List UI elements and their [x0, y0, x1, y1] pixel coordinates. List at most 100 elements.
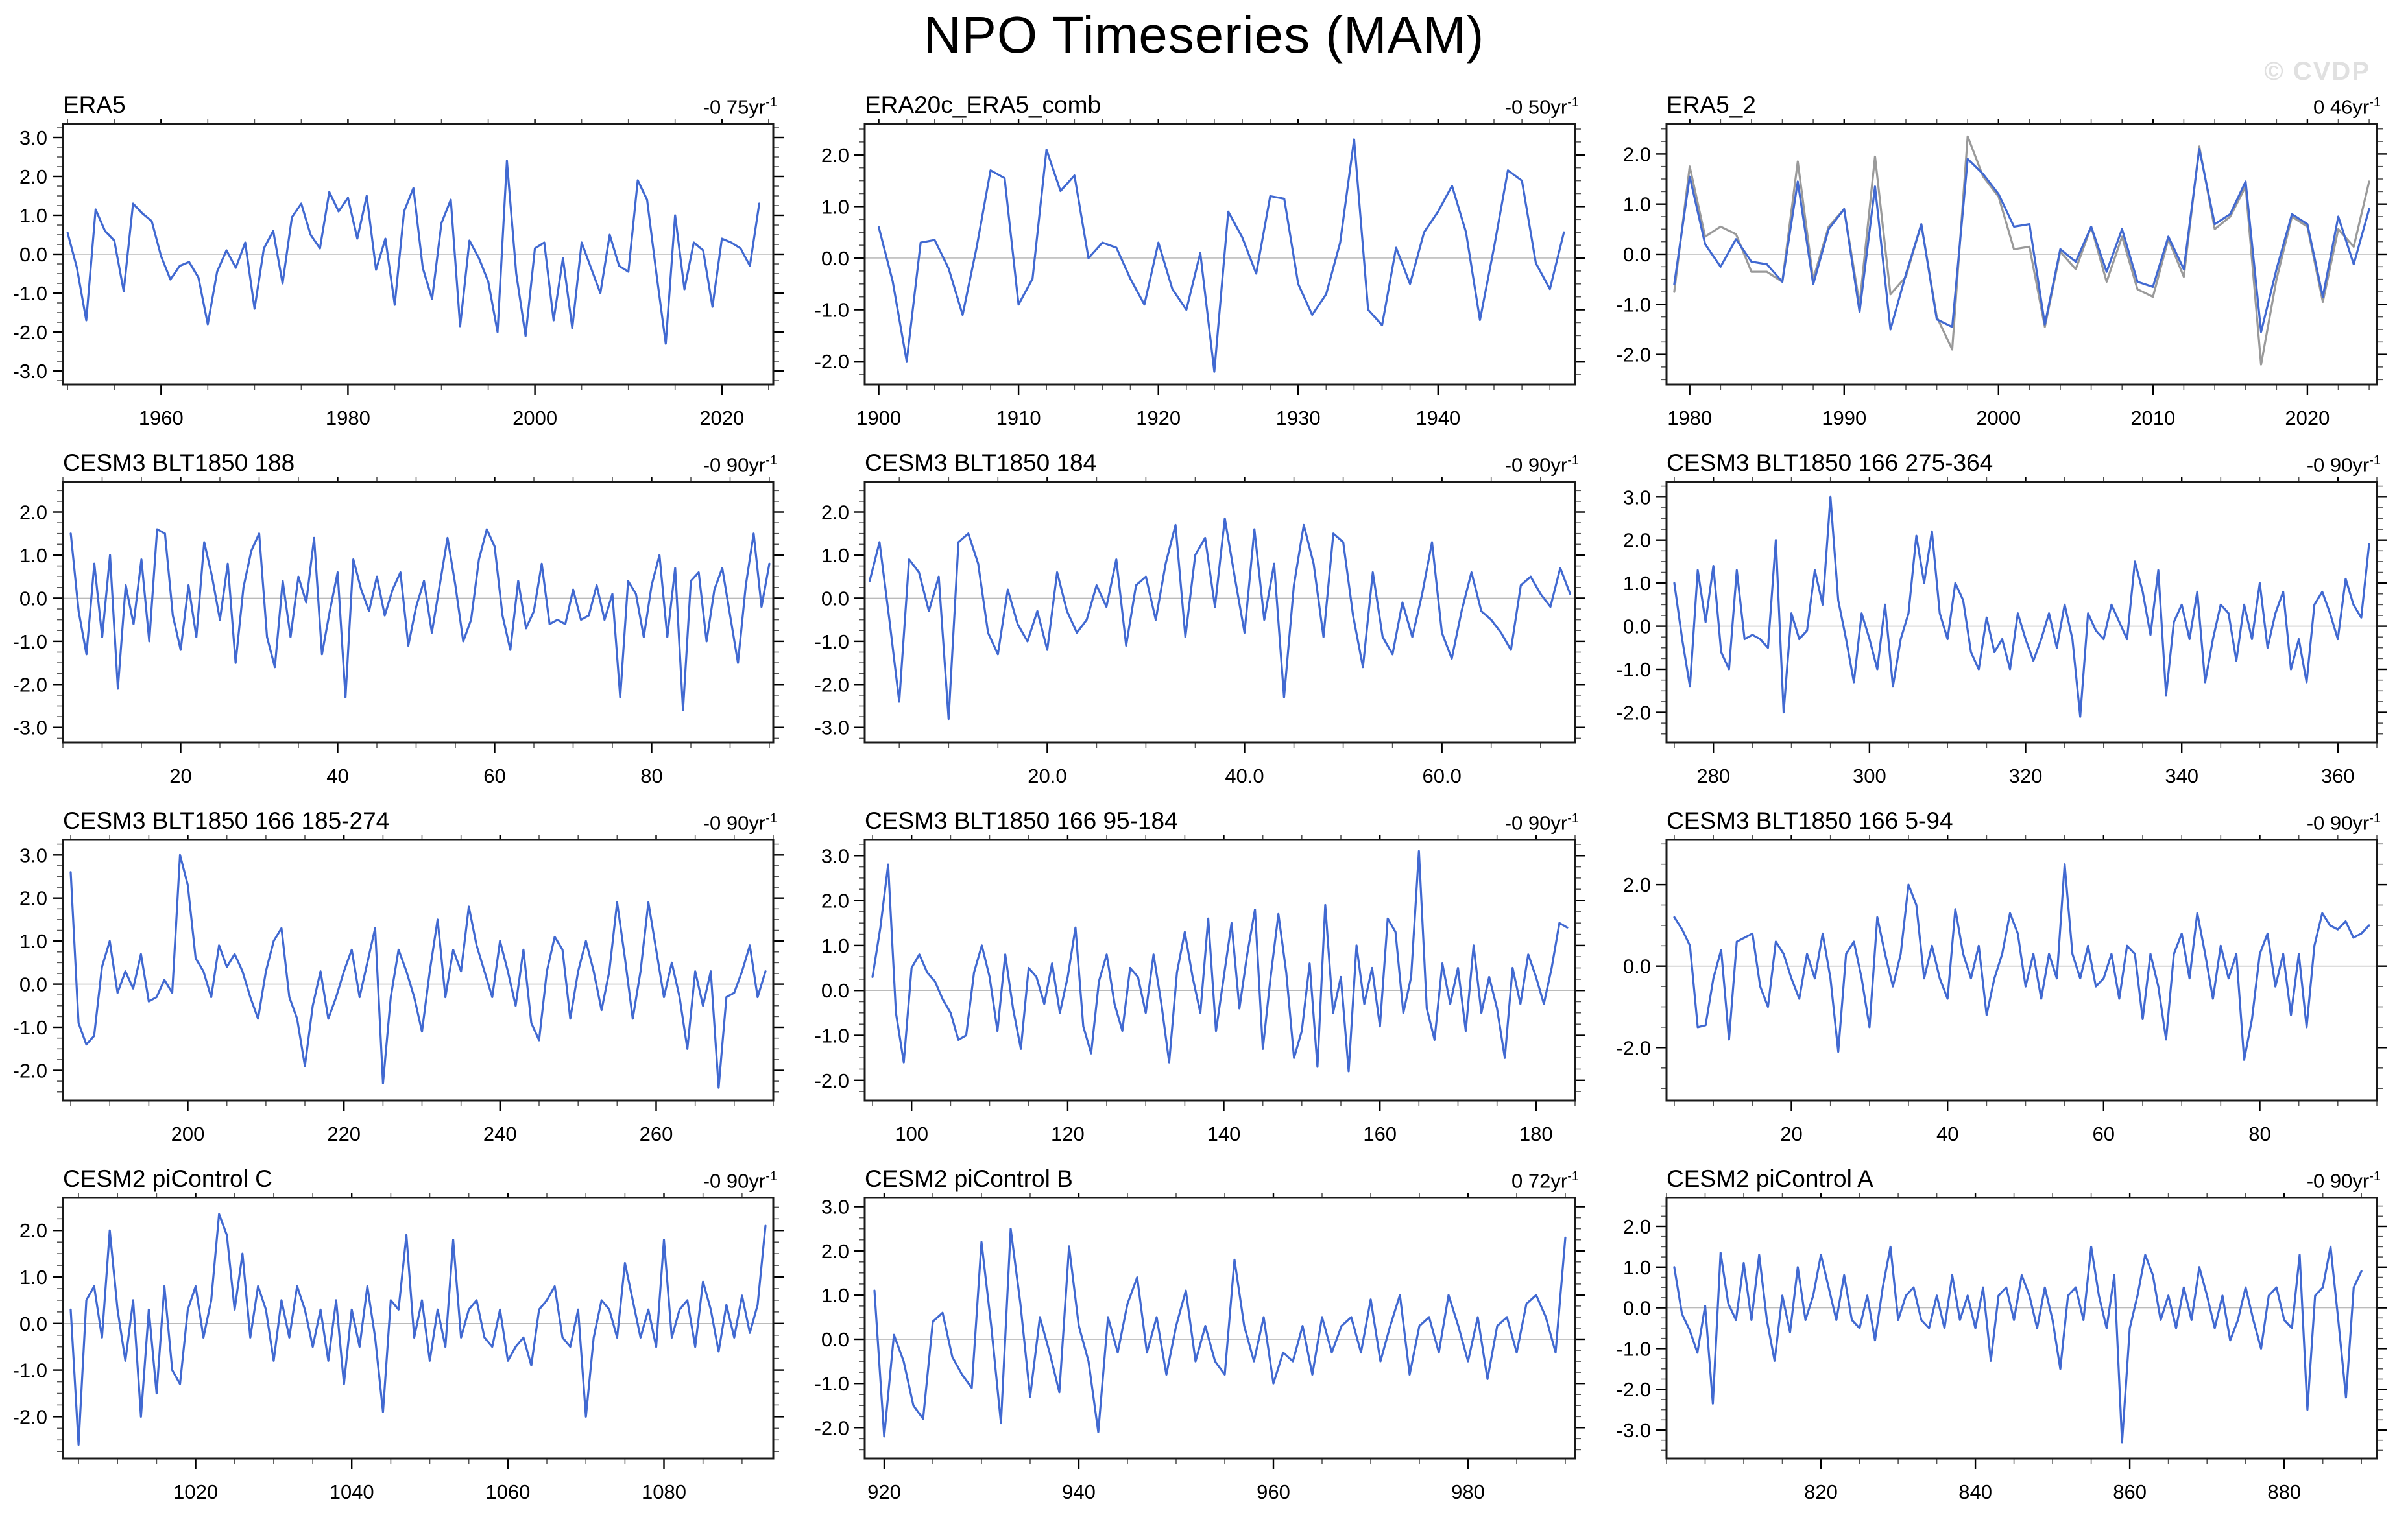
x-tick-label: 40.0: [1225, 765, 1264, 787]
y-tick-label: -1.0: [815, 1025, 849, 1047]
trend-label: -0 90yr-1: [703, 453, 777, 476]
panel-cesm3-blt1850-166-95-184: CESM3 BLT1850 166 95-184 -0 90yr-1 100 12…: [803, 807, 1605, 1167]
x-tick-label: 20: [1780, 1123, 1802, 1145]
x-tick-label: 960: [1257, 1481, 1290, 1503]
y-tick-label: 2.0: [821, 501, 849, 524]
panel-title: CESM3 BLT1850 184: [865, 449, 1097, 476]
y-tick-label: -3.0: [13, 360, 47, 383]
panel-cesm3-blt1850-188: CESM3 BLT1850 188 -0 90yr-1 20 40 60 80 2.0 1…: [1, 449, 803, 809]
panel-header: CESM3 BLT1850 166 275-364 -0 90yr-1: [1667, 449, 2381, 477]
timeseries-plot: 20 40 60 80 2.0 0.0 -2.0: [1617, 835, 2387, 1145]
y-tick-label: -2.0: [1617, 1378, 1651, 1401]
timeseries-plot: 1900 1910 1920 1930 1940 2.0 1.0 0.0 -1.0 -2.0: [815, 119, 1585, 429]
panel-header: ERA5_2 0 46yr-1: [1667, 91, 2381, 119]
timeseries-plot: 1960 1980 2000 2020 3.0 2.0 1.0 0.0 -1.0 -2.0 -3.0: [13, 119, 784, 429]
panel-era5: ERA5 -0 75yr-1 1960 1980 2000 2020 3.0 2.0 1.0…: [1, 91, 803, 451]
timeseries-line-reference: [1673, 135, 2370, 366]
panel-cesm3-blt1850-166-5-94: CESM3 BLT1850 166 5-94 -0 90yr-1 20 40 60 8…: [1605, 807, 2407, 1167]
x-tick-label: 360: [2321, 765, 2355, 787]
trend-label: -0 90yr-1: [703, 811, 777, 834]
x-tick-label: 40: [326, 765, 348, 787]
x-axis: 920 940 960 980: [867, 1193, 1566, 1503]
x-tick-label: 880: [2267, 1481, 2301, 1503]
y-tick-label: 1.0: [19, 544, 47, 567]
y-tick-label: -2.0: [13, 321, 47, 344]
x-tick-label: 1940: [1415, 407, 1460, 429]
x-tick-label: 260: [640, 1123, 673, 1145]
y-tick-label: -2.0: [13, 1405, 47, 1428]
y-tick-label: 2.0: [1623, 1215, 1651, 1238]
panel-title: ERA5: [63, 91, 126, 118]
x-tick-label: 320: [2009, 765, 2043, 787]
y-tick-label: 2.0: [1623, 143, 1651, 165]
x-tick-label: 220: [327, 1123, 361, 1145]
timeseries-plot: 1980 1990 2000 2010 2020 2.0 1.0 0.0 -1.0 -2.0: [1617, 119, 2387, 429]
x-tick-label: 80: [2248, 1123, 2270, 1145]
y-tick-label: 2.0: [1623, 874, 1651, 896]
plot-border: [62, 481, 775, 744]
trend-label: -0 90yr-1: [2306, 453, 2381, 476]
trend-label: -0 90yr-1: [2306, 811, 2381, 834]
x-tick-label: 1980: [1667, 407, 1712, 429]
x-tick-label: 2010: [2130, 407, 2175, 429]
y-tick-label: 3.0: [19, 844, 47, 866]
x-axis: 1980 1990 2000 2010 2020: [1667, 119, 2370, 429]
x-tick-label: 100: [895, 1123, 928, 1145]
timeseries-line-cesm3-blt1850-166-185-274: [69, 853, 767, 1089]
x-tick-label: 1080: [642, 1481, 686, 1503]
x-tick-label: 300: [1853, 765, 1886, 787]
panel-era20c-era5-comb: ERA20c_ERA5_comb -0 50yr-1 1900 1910 1920 1…: [803, 91, 1605, 451]
y-tick-label: 0.0: [821, 979, 849, 1002]
y-tick-label: 0.0: [821, 1328, 849, 1351]
timeseries-line-cesm3-blt1850-184: [868, 517, 1572, 721]
plot-border: [62, 123, 775, 386]
x-tick-label: 240: [483, 1123, 517, 1145]
y-tick-label: 1.0: [1623, 572, 1651, 595]
timeseries-plot: 20 40 60 80 2.0 1.0 0.0 -1.0 -2.0 -3.0: [13, 477, 784, 787]
page-title: NPO Timeseries (MAM): [923, 6, 1485, 64]
x-tick-label: 280: [1696, 765, 1730, 787]
x-tick-label: 40: [1936, 1123, 1958, 1145]
panel-cesm3-blt1850-166-185-274: CESM3 BLT1850 166 185-274 -0 90yr-1 200 2…: [1, 807, 803, 1167]
y-tick-label: -2.0: [1617, 1036, 1651, 1059]
x-axis: 20 40 60 80: [62, 477, 770, 787]
y-tick-label: 0.0: [1623, 615, 1651, 638]
y-tick-label: -3.0: [1617, 1419, 1651, 1442]
trend-label: -0 90yr-1: [2306, 1169, 2381, 1192]
y-tick-label: 1.0: [19, 930, 47, 953]
x-tick-label: 340: [2165, 765, 2198, 787]
x-tick-label: 1960: [139, 407, 184, 429]
timeseries-line-era5-2: [1673, 148, 2370, 333]
trend-label: 0 72yr-1: [1511, 1169, 1579, 1192]
y-tick-label: 3.0: [821, 844, 849, 867]
x-axis: 200 220 240 260: [70, 835, 774, 1145]
x-tick-label: 1990: [1822, 407, 1866, 429]
x-tick-label: 980: [1451, 1481, 1485, 1503]
y-tick-label: -2.0: [1617, 702, 1651, 724]
panel-grid: ERA5 -0 75yr-1 1960 1980 2000 2020 3.0 2.0 1.0…: [1, 91, 2407, 1525]
x-tick-label: 80: [640, 765, 662, 787]
y-tick-label: -2.0: [815, 1069, 849, 1092]
panel-title: CESM2 piControl C: [63, 1165, 272, 1192]
x-axis: 1960 1980 2000 2020: [67, 119, 769, 429]
x-tick-label: 140: [1207, 1123, 1241, 1145]
x-tick-label: 180: [1519, 1123, 1553, 1145]
y-tick-label: 0.0: [19, 1313, 47, 1335]
x-tick-label: 2020: [699, 407, 744, 429]
x-tick-label: 1060: [485, 1481, 530, 1503]
y-tick-label: 0.0: [19, 587, 47, 610]
y-tick-label: 1.0: [821, 195, 849, 218]
trend-label: -0 75yr-1: [703, 95, 777, 118]
panel-cesm3-blt1850-166-275-364: CESM3 BLT1850 166 275-364 -0 90yr-1 280 3…: [1605, 449, 2407, 809]
x-tick-label: 820: [1804, 1481, 1838, 1503]
panel-title: CESM3 BLT1850 188: [63, 449, 295, 476]
y-tick-label: 2.0: [821, 144, 849, 167]
y-tick-label: -1.0: [815, 1372, 849, 1395]
x-tick-label: 860: [2113, 1481, 2147, 1503]
panel-title: CESM2 piControl A: [1667, 1165, 1873, 1192]
y-tick-label: -2.0: [815, 350, 849, 373]
timeseries-plot: 820 840 860 880 2.0 1.0 0.0 -1.0 -2.0 -3.0: [1617, 1193, 2387, 1503]
y-tick-label: 0.0: [821, 247, 849, 270]
y-tick-label: 0.0: [19, 973, 47, 996]
y-axis: 3.0 2.0 1.0 0.0 -1.0 -2.0: [13, 843, 784, 1093]
